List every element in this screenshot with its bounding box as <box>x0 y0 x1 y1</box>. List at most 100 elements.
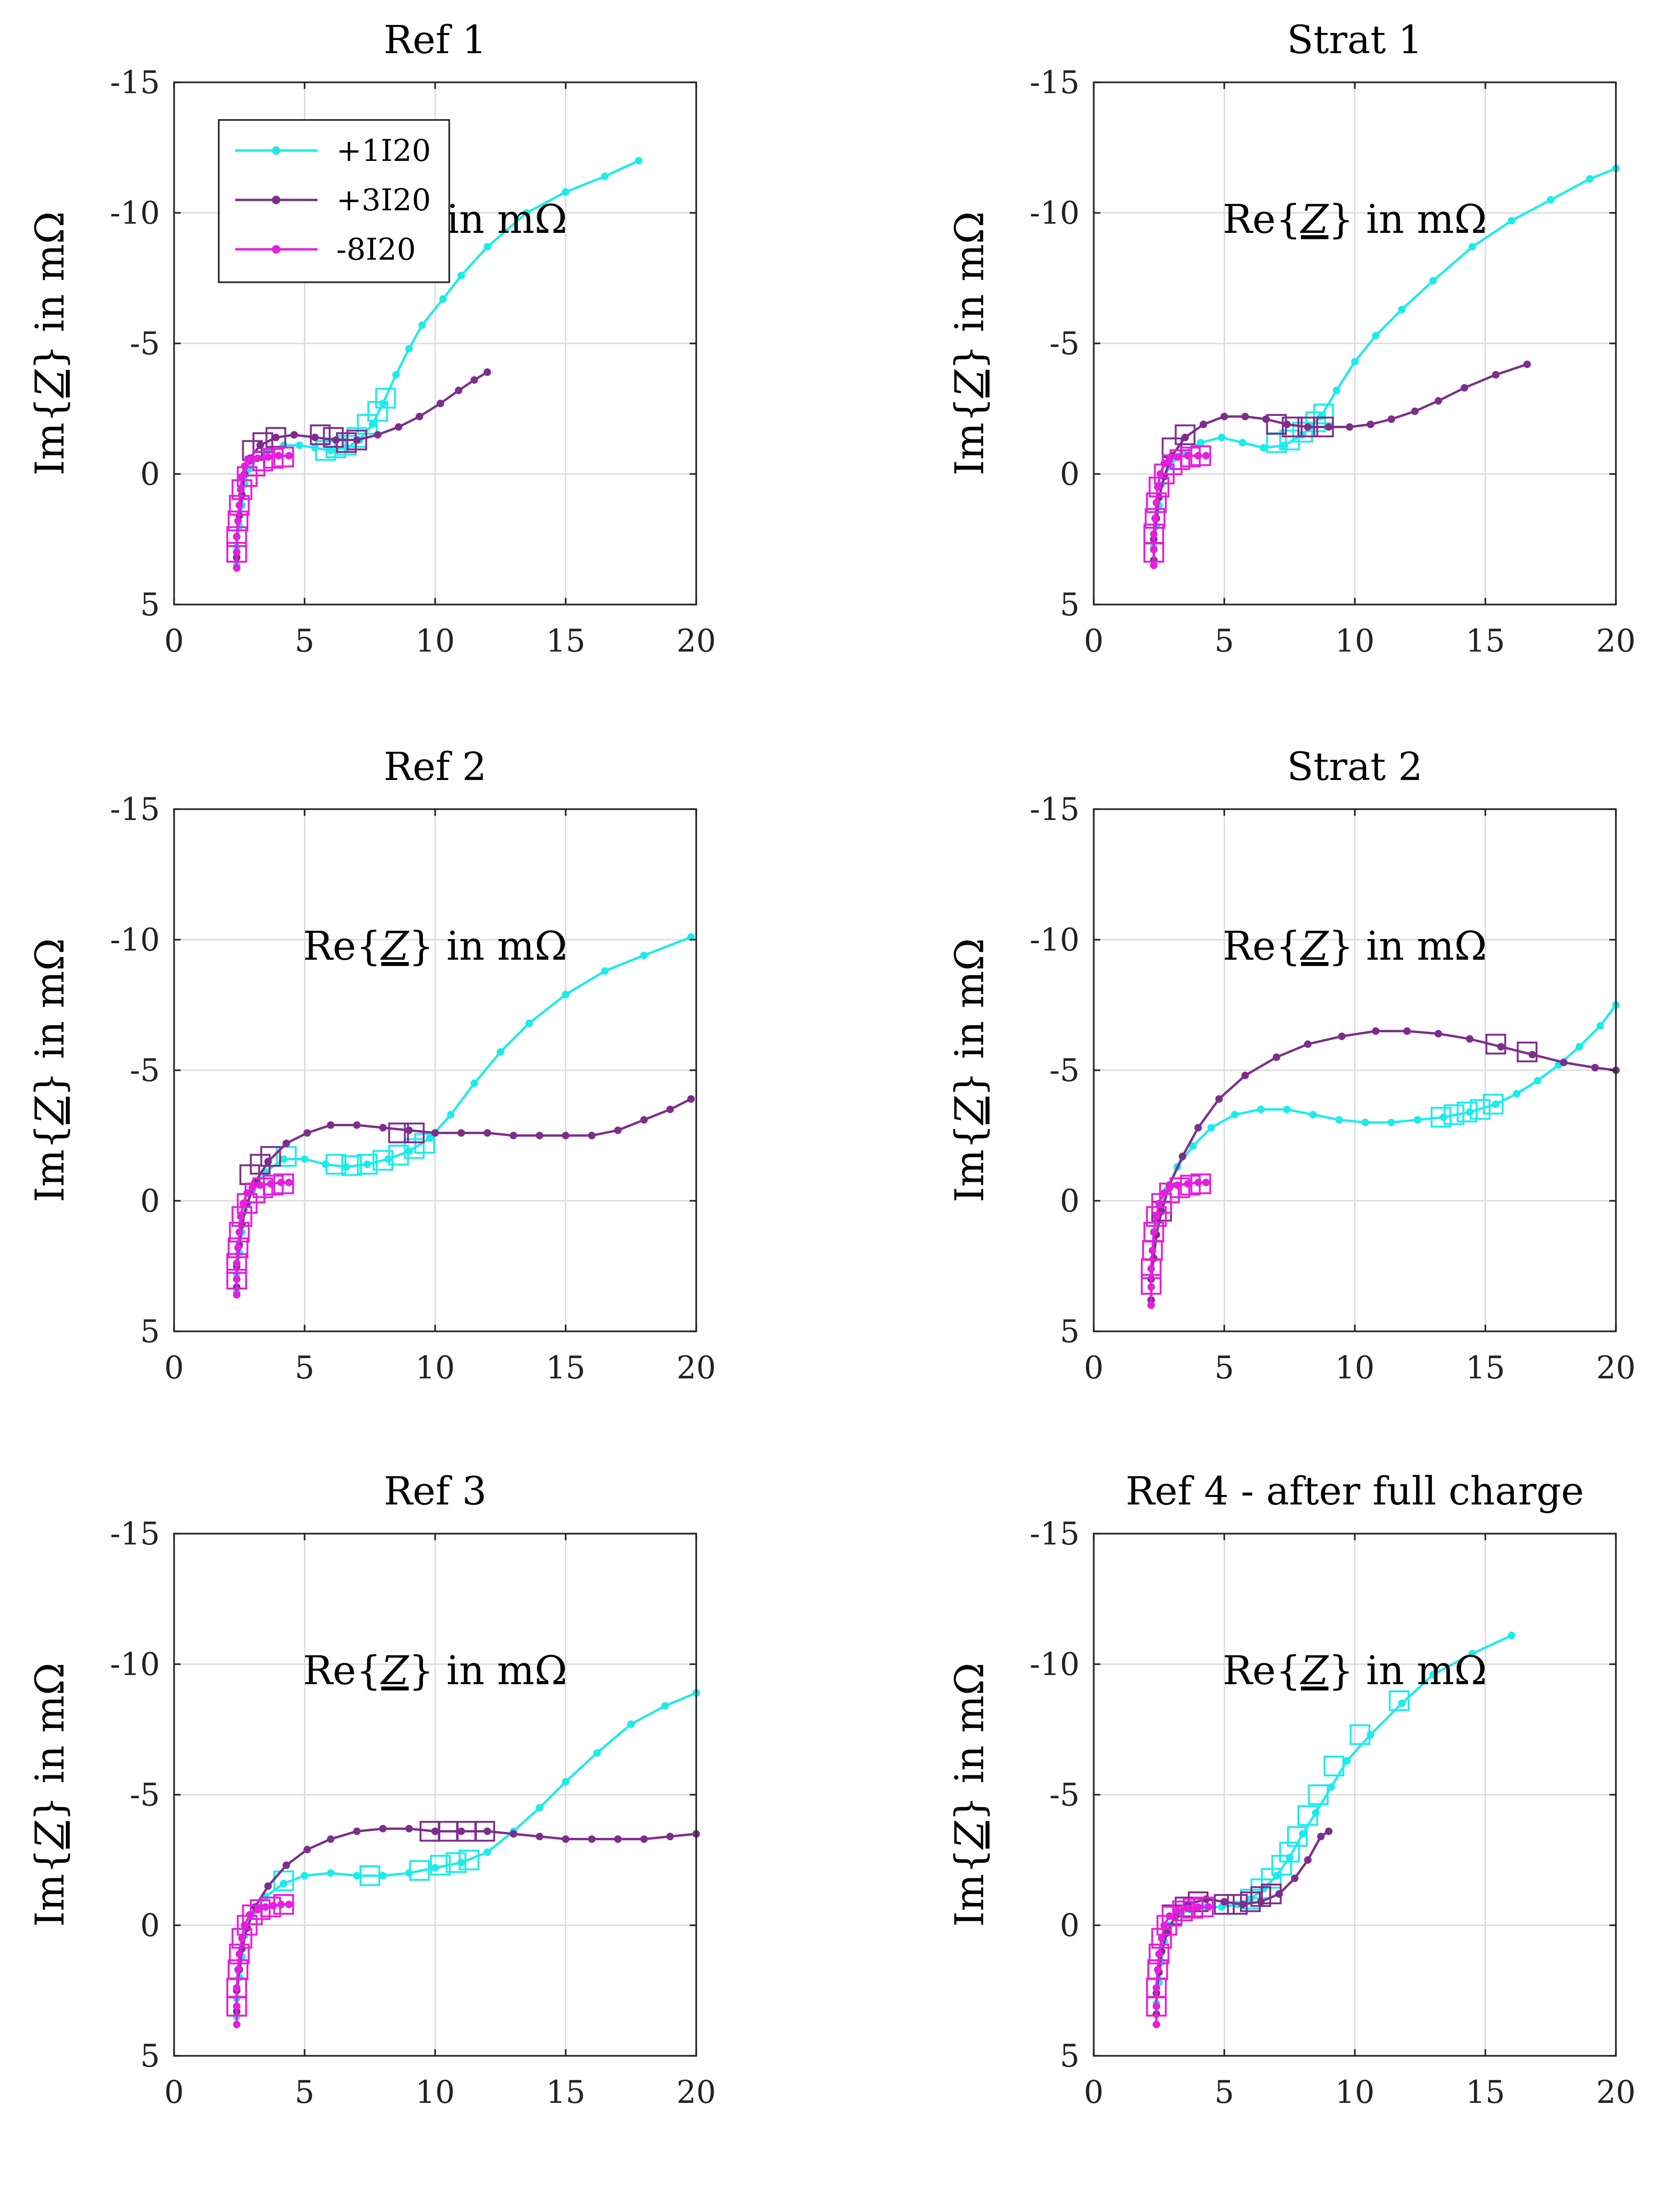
x-tick-label: 0 <box>1084 1350 1104 1386</box>
data-point <box>264 1158 272 1166</box>
x-axis-label-suffix: } in mΩ <box>1328 923 1487 969</box>
y-tick-label: -15 <box>110 791 160 828</box>
data-point <box>1197 438 1205 446</box>
y-tick-label: -5 <box>1050 1777 1080 1813</box>
data-point <box>635 157 643 165</box>
x-tick-label: 10 <box>1335 2074 1375 2110</box>
square-marker <box>226 1269 247 1289</box>
square-marker <box>1146 492 1167 513</box>
y-tick-label: -5 <box>130 1052 160 1089</box>
data-point <box>1508 217 1515 225</box>
data-point <box>1325 423 1333 431</box>
data-point <box>1202 1895 1210 1903</box>
data-point <box>1272 1053 1280 1061</box>
data-point <box>1147 1265 1155 1273</box>
square-marker <box>1143 1222 1164 1243</box>
svg-text:Re{Z} in mΩ: Re{Z} in mΩ <box>1223 196 1487 242</box>
square-marker <box>1323 1755 1344 1776</box>
data-point <box>509 1830 517 1838</box>
data-point <box>588 1131 596 1139</box>
y-tick-label: 0 <box>1060 456 1080 493</box>
data-point <box>1158 1934 1166 1942</box>
square-marker <box>1214 1894 1235 1915</box>
data-point <box>470 376 478 384</box>
data-point <box>1312 1809 1320 1817</box>
data-point <box>254 1906 262 1914</box>
square-marker <box>252 450 273 471</box>
y-tick-label: 5 <box>1060 2038 1080 2074</box>
data-point <box>1343 1757 1351 1765</box>
square-marker <box>359 1865 381 1886</box>
series-minus-8i20 <box>1143 445 1211 569</box>
square-marker <box>273 1894 294 1915</box>
data-point <box>562 1778 570 1786</box>
square-marker <box>430 1854 451 1876</box>
square-marker <box>1146 1206 1167 1227</box>
data-point <box>246 1911 254 1919</box>
data-point <box>1325 1827 1333 1835</box>
data-point <box>1150 546 1158 554</box>
square-marker <box>1456 1101 1478 1122</box>
x-axis-label: Re{Z} in mΩ <box>1223 196 1487 242</box>
panel-title: Strat 2 <box>1287 745 1423 789</box>
data-point <box>272 433 280 441</box>
square-marker <box>373 1150 393 1171</box>
data-point <box>1239 1901 1247 1909</box>
x-tick-label: 15 <box>546 1350 586 1386</box>
data-point <box>457 1827 465 1835</box>
series-line <box>1155 1634 1512 2025</box>
x-tick-label: 5 <box>1215 623 1234 659</box>
data-point <box>262 1903 270 1911</box>
data-point <box>1468 243 1476 251</box>
square-marker <box>1161 1906 1183 1927</box>
data-point <box>457 1129 465 1137</box>
svg-text:Im{Z} in mΩ: Im{Z} in mΩ <box>27 938 73 1202</box>
data-point <box>342 1163 350 1171</box>
data-point <box>640 1835 648 1843</box>
data-point <box>1434 397 1442 405</box>
square-marker <box>1151 1193 1172 1214</box>
data-point <box>1259 1885 1267 1893</box>
data-point <box>1205 1903 1213 1911</box>
data-point <box>1194 1124 1202 1132</box>
x-tick-label: 20 <box>676 1350 716 1386</box>
y-axis-label-suffix: } in mΩ <box>946 211 993 370</box>
square-marker <box>367 401 388 422</box>
data-point <box>470 1079 478 1087</box>
data-point <box>233 2002 241 2010</box>
square-marker <box>1313 416 1334 438</box>
square-marker <box>1169 1177 1191 1198</box>
data-point <box>1148 1246 1156 1254</box>
data-point <box>1262 415 1270 423</box>
y-tick-label: 0 <box>1060 1908 1080 1944</box>
square-marker <box>260 1896 281 1918</box>
square-marker <box>1287 1826 1308 1847</box>
data-point <box>1194 452 1202 460</box>
data-point <box>256 441 264 449</box>
legend-swatch-marker <box>272 146 280 155</box>
data-point <box>405 345 413 353</box>
data-point <box>1492 1100 1500 1108</box>
data-point <box>267 1180 275 1188</box>
data-point <box>237 485 245 493</box>
y-tick-label: 0 <box>140 456 160 493</box>
y-axis-label-z: Z <box>946 369 993 399</box>
y-tick-label: 5 <box>1060 587 1080 623</box>
data-point <box>405 1869 413 1877</box>
y-axis-label-suffix: } in mΩ <box>27 211 73 370</box>
data-point <box>1351 358 1359 366</box>
data-point <box>1151 514 1159 522</box>
square-marker <box>1470 1099 1491 1120</box>
x-tick-label: 5 <box>295 2074 315 2110</box>
data-point <box>285 1901 293 1909</box>
data-point <box>1387 1119 1395 1126</box>
square-marker <box>227 1959 248 1980</box>
data-point <box>277 1901 285 1909</box>
data-point <box>447 1111 455 1119</box>
data-point <box>1153 1212 1161 1220</box>
data-point <box>1283 1106 1291 1114</box>
square-marker <box>388 1145 409 1166</box>
data-point <box>496 1048 504 1056</box>
x-tick-label: 10 <box>1335 1350 1375 1386</box>
